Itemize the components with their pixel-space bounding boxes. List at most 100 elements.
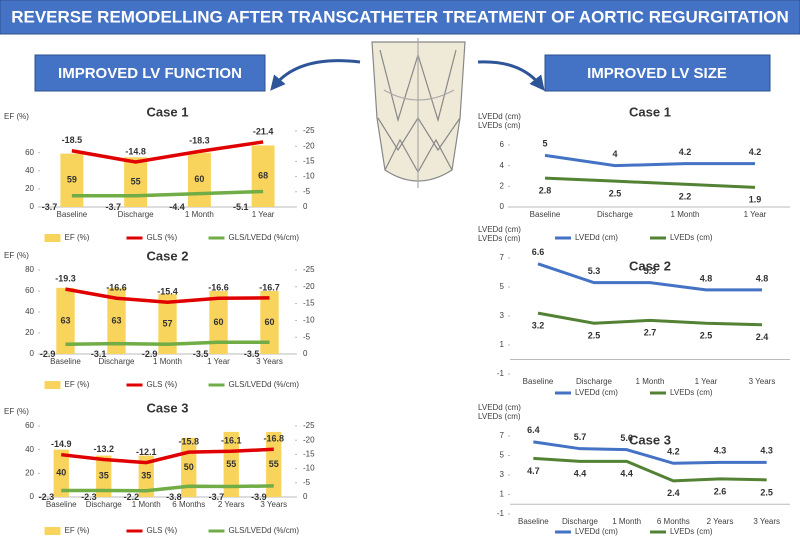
data-label: 2.2	[679, 192, 692, 202]
x-tick-label: Baseline	[518, 517, 549, 526]
y-tick-label: 6	[500, 140, 505, 149]
data-label: 35	[99, 471, 109, 481]
y-tick-label: 0	[500, 202, 505, 211]
x-tick-label: 1 Month	[636, 377, 665, 386]
data-label: 6.4	[527, 425, 540, 435]
data-label: -18.5	[62, 135, 83, 145]
y-axis-label: EF (%)	[4, 112, 29, 121]
bar	[60, 153, 84, 207]
x-tick-label: 1 Month	[185, 210, 214, 219]
left-heading: IMPROVED LV FUNCTION	[58, 65, 242, 82]
data-label: -16.6	[208, 283, 229, 293]
arrow-left	[270, 59, 361, 91]
y-axis-label: EF (%)	[4, 251, 29, 260]
y-tick-label: 0	[30, 349, 35, 358]
y-tick-label: 5	[500, 282, 505, 291]
series-line	[71, 140, 264, 164]
y-tick-label: 2	[500, 181, 505, 190]
chart-title: Case 3	[629, 432, 671, 447]
data-label: -13.2	[93, 444, 114, 454]
data-label: 4.4	[574, 469, 587, 479]
data-label: 1.9	[749, 195, 762, 205]
data-label: -2.3	[81, 492, 97, 502]
y-axis-label: LVEDs (cm)	[478, 234, 521, 243]
y2-tick-label: -10	[303, 316, 315, 325]
y2-tick-label: -20	[303, 141, 315, 150]
right-heading: IMPROVED LV SIZE	[587, 65, 727, 82]
x-tick-label: 2 Years	[218, 500, 245, 509]
x-tick-label: Discharge	[562, 517, 599, 526]
y-tick-label: -1	[497, 369, 505, 378]
data-label: 2.5	[609, 189, 622, 199]
legend-label: LVEDs (cm)	[670, 388, 713, 397]
y2-tick-label: -20	[303, 282, 315, 291]
title-banner	[0, 0, 800, 35]
data-label: 2.5	[588, 331, 601, 341]
x-tick-label: 6 Months	[657, 517, 690, 526]
data-label: 60	[264, 317, 274, 327]
data-label: -2.3	[39, 492, 55, 502]
data-label: -12.1	[136, 447, 157, 457]
y-axis-label: EF (%)	[4, 407, 29, 416]
x-tick-label: Baseline	[523, 377, 554, 386]
y2-tick-label: -5	[303, 187, 311, 196]
y2-tick-label: 0	[303, 349, 308, 358]
data-label: -2.2	[124, 492, 140, 502]
series-line	[544, 153, 755, 168]
series-line	[71, 189, 264, 198]
y2-tick-label: -10	[303, 172, 315, 181]
x-tick-label: 3 Years	[749, 377, 776, 386]
data-label: 60	[213, 317, 223, 327]
series-line	[533, 456, 767, 483]
x-tick-label: Discharge	[597, 210, 634, 219]
data-label: 55	[269, 459, 279, 469]
y-tick-label: 5	[500, 451, 505, 460]
x-tick-label: Discharge	[98, 357, 135, 366]
data-label: 5.3	[588, 266, 601, 276]
series-line	[61, 447, 274, 465]
y-tick-label: 60	[25, 421, 34, 430]
valve-illustration	[371, 38, 466, 188]
bar	[138, 455, 154, 497]
legend-label: EF (%)	[65, 526, 90, 535]
data-label: 55	[226, 459, 236, 469]
y-tick-label: -1	[497, 509, 505, 518]
legend-label: LVEDs (cm)	[670, 233, 713, 242]
y-tick-label: 40	[25, 166, 34, 175]
data-label: 2.5	[700, 331, 713, 341]
series-line	[537, 262, 762, 292]
y-tick-label: 20	[25, 328, 34, 337]
y-tick-label: 3	[500, 311, 505, 320]
right-heading-box	[544, 54, 771, 92]
x-tick-label: Baseline	[57, 210, 88, 219]
data-label: 55	[131, 176, 141, 186]
legend-swatch	[44, 527, 61, 535]
series-line	[537, 311, 763, 327]
legend-label: GLS (%)	[147, 233, 178, 242]
x-tick-label: 3 Years	[256, 357, 283, 366]
data-label: -16.7	[259, 282, 280, 292]
data-label: -4.4	[169, 202, 185, 212]
data-label: 5.6	[620, 433, 633, 443]
y-axis-label: LVEDd (cm)	[478, 225, 521, 234]
data-label: -16.8	[263, 434, 284, 444]
y-tick-label: 0	[30, 492, 35, 501]
y-tick-label: 60	[25, 148, 34, 157]
data-label: 68	[258, 171, 268, 181]
x-tick-label: 1 Month	[132, 500, 161, 509]
legend-label: LVEDd (cm)	[575, 527, 618, 536]
y2-tick-label: -15	[303, 299, 315, 308]
data-label: -14.8	[125, 146, 146, 156]
x-tick-label: 2 Years	[707, 517, 734, 526]
x-tick-label: Baseline	[530, 210, 561, 219]
y-axis-label: LVEDd (cm)	[478, 403, 521, 412]
data-label: 4.8	[756, 273, 769, 283]
legend-label: GLS/LVEDd (%/cm)	[229, 233, 300, 242]
bar	[209, 291, 228, 354]
data-label: 40	[56, 468, 66, 478]
y2-tick-label: -15	[303, 450, 315, 459]
legend-label: LVEDd (cm)	[575, 233, 618, 242]
data-label: -3.5	[193, 349, 209, 359]
y2-tick-label: -25	[303, 265, 315, 274]
